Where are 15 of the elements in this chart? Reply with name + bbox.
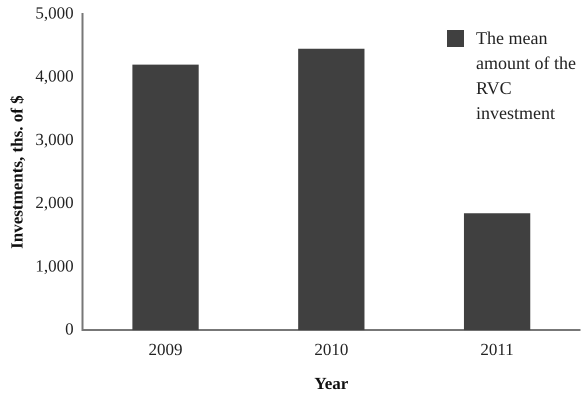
bar — [298, 48, 364, 330]
y-tick-label: 5,000 — [35, 3, 74, 22]
bar — [464, 213, 530, 330]
x-axis-title: Year — [314, 374, 349, 394]
x-tick-label: 2010 — [314, 340, 348, 359]
y-tick-label: 0 — [65, 320, 74, 339]
legend-label: The mean amount of the RVC investment — [476, 27, 576, 125]
y-tick-label: 4,000 — [35, 66, 74, 86]
y-axis-title: Investments, ths. of $ — [8, 94, 27, 249]
x-tick-label: 2011 — [480, 340, 514, 359]
y-tick-label: 1,000 — [35, 256, 74, 276]
x-tick-label: 2009 — [148, 340, 183, 359]
y-tick-label: 3,000 — [35, 130, 74, 149]
bar — [132, 64, 199, 330]
y-tick-label: 2,000 — [35, 193, 74, 212]
